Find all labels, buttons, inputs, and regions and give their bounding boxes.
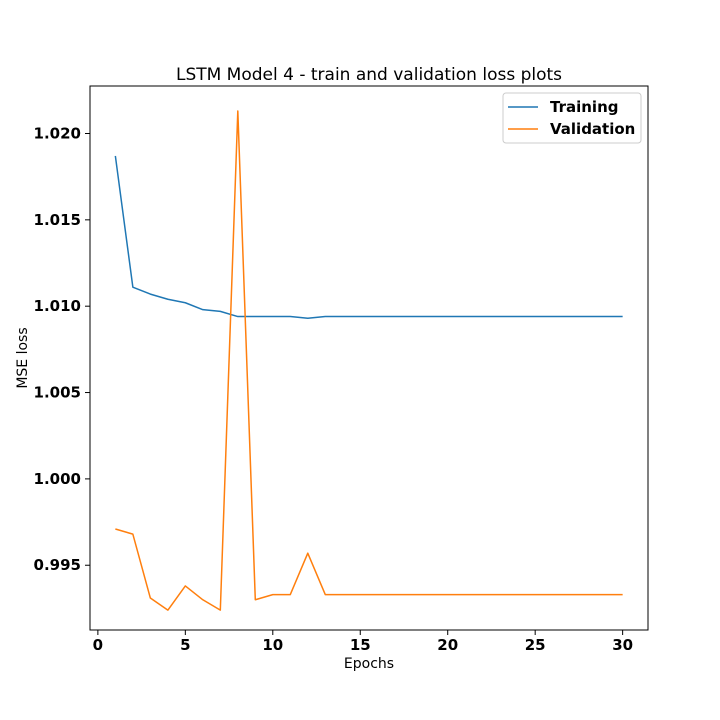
y-tick-label: 0.995 (34, 556, 81, 574)
x-tick-label: 15 (350, 636, 371, 654)
legend-box (502, 92, 642, 144)
x-tick-label: 20 (437, 636, 458, 654)
series-line-training (114, 155, 623, 320)
y-tick-label: 1.020 (34, 124, 81, 142)
legend: Training Validation (502, 92, 642, 144)
x-axis-ticks: 0 5 10 15 20 25 30 (93, 630, 633, 654)
y-tick-label: 1.010 (34, 297, 81, 315)
x-tick-label: 25 (525, 636, 546, 654)
x-tick-label: 5 (180, 636, 190, 654)
y-axis-ticks: 0.995 1.000 1.005 1.010 1.015 1.020 (34, 124, 90, 574)
series-lines (114, 110, 623, 611)
x-tick-label: 10 (262, 636, 283, 654)
legend-label-validation: Validation (550, 120, 635, 138)
y-axis-label: MSE loss (15, 327, 31, 388)
y-tick-label: 1.015 (34, 211, 81, 229)
plot-area-frame (89, 85, 649, 631)
chart-title: LSTM Model 4 - train and validation loss… (176, 65, 562, 85)
x-tick-label: 0 (93, 636, 103, 654)
series-line-validation (115, 110, 623, 611)
y-tick-label: 1.000 (34, 470, 81, 488)
x-axis-label: Epochs (344, 656, 394, 672)
y-tick-label: 1.005 (34, 384, 81, 402)
legend-label-training: Training (550, 98, 618, 116)
x-tick-label: 30 (612, 636, 633, 654)
